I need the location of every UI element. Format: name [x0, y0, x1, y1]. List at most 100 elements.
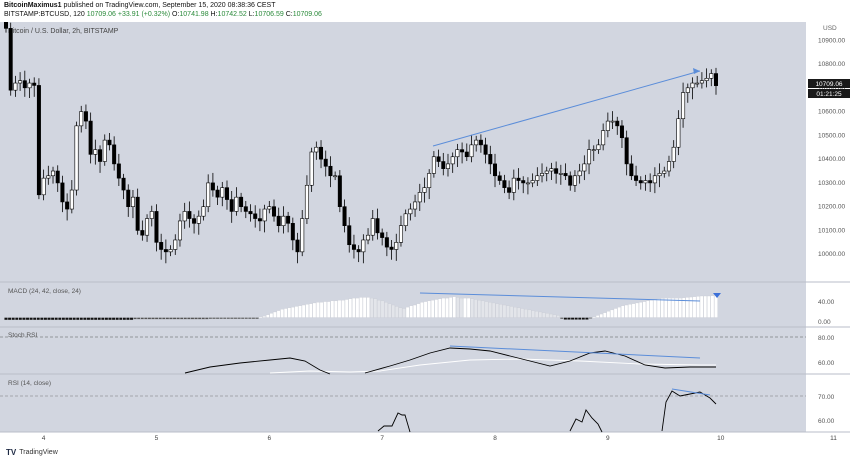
macd-bar — [452, 296, 456, 318]
candle-body — [445, 163, 450, 169]
macd-bar — [681, 297, 686, 318]
macd-bar — [323, 301, 327, 318]
candle-body — [154, 211, 159, 243]
macd-bar — [205, 317, 209, 320]
candle-body — [516, 177, 521, 181]
candle-body — [530, 180, 535, 184]
candle-body — [286, 215, 291, 224]
candlestick-series — [4, 22, 718, 264]
macd-bar — [283, 308, 288, 318]
macd-bar — [219, 317, 223, 320]
price-axis: 10900.00 10800.00 10700.00 10600.00 10500.00… — [818, 37, 845, 258]
candle-body — [605, 120, 610, 131]
macd-bar — [147, 317, 152, 320]
candle-body — [60, 182, 65, 203]
candle-body — [314, 146, 319, 153]
macd-bar — [230, 317, 234, 320]
stoch-trendline[interactable] — [449, 345, 701, 359]
tradingview-brand[interactable]: TV TradingView — [6, 448, 58, 457]
candle-body — [540, 173, 545, 177]
candle-body — [427, 173, 432, 188]
candle-body — [474, 139, 479, 146]
time-tick-label: 5 — [155, 435, 159, 442]
time-tick-label: 6 — [267, 435, 271, 442]
candle-body — [272, 206, 277, 217]
candle-body — [666, 161, 671, 172]
candle-body — [225, 187, 229, 200]
macd-bar — [660, 298, 664, 318]
macd-bar — [395, 306, 399, 318]
macd-bar — [165, 317, 170, 320]
macd-bar — [79, 317, 84, 321]
macd-bar — [599, 313, 604, 318]
macd-bar — [366, 297, 370, 318]
price-tick-label: 10400.00 — [818, 156, 845, 163]
macd-bar — [574, 317, 578, 320]
macd-tick-label: 0.00 — [818, 319, 831, 326]
candle-body — [634, 175, 639, 181]
candle-body — [549, 168, 554, 172]
macd-bar — [43, 317, 48, 321]
candle-body — [98, 149, 103, 162]
candle-body — [121, 177, 126, 191]
macd-bar — [65, 317, 69, 321]
macd-bar — [348, 298, 353, 318]
author-name[interactable]: BitcoinMaximus1 — [4, 2, 62, 9]
rsi-line — [661, 390, 717, 432]
macd-bar — [506, 305, 510, 318]
macd-bar — [692, 296, 697, 318]
published-text: published on TradingView.com, September … — [63, 2, 276, 9]
candle-body — [93, 149, 98, 155]
macd-bar — [32, 317, 37, 321]
candle-body — [309, 151, 314, 186]
candle-body — [46, 175, 51, 179]
open-label: O: — [172, 11, 180, 18]
macd-bar — [226, 317, 231, 320]
macd-bar — [538, 311, 543, 318]
rsi-trendline[interactable] — [671, 388, 711, 396]
stoch-d-line — [269, 358, 716, 374]
macd-bar — [97, 317, 101, 321]
price-tick-label: 10600.00 — [818, 109, 845, 116]
macd-bar — [212, 317, 216, 320]
macd-bar — [710, 295, 715, 318]
macd-bar — [341, 300, 345, 318]
macd-bar — [86, 317, 91, 321]
macd-bar — [50, 317, 55, 321]
candle-body — [22, 80, 27, 89]
macd-bar — [549, 313, 553, 318]
candle-body — [629, 163, 634, 177]
candle-body — [441, 161, 446, 169]
macd-bar — [355, 297, 360, 318]
candle-body — [295, 239, 300, 253]
macd-bar — [129, 317, 134, 321]
stoch-k-line — [184, 357, 331, 375]
macd-bar — [398, 307, 403, 318]
close-label: C: — [285, 11, 293, 18]
macd-bar — [144, 317, 148, 320]
macd-bar — [560, 317, 564, 320]
price-tick-label: 10300.00 — [818, 180, 845, 187]
candle-body — [648, 180, 653, 184]
macd-bar — [552, 314, 557, 318]
macd-trendline[interactable] — [419, 292, 701, 302]
macd-bar — [305, 304, 309, 318]
macd-bar — [592, 316, 596, 318]
macd-bar — [524, 309, 528, 318]
candle-body — [187, 211, 192, 219]
candle-body — [422, 187, 427, 193]
trading-chart[interactable]: Bitcoin / U.S. Dollar, 2h, BITSTAMP USD … — [0, 22, 850, 444]
candle-body — [220, 187, 225, 198]
macd-bar — [714, 295, 718, 318]
candle-body — [27, 82, 32, 89]
candle-body — [464, 151, 469, 158]
publisher-line: BitcoinMaximus1 published on TradingView… — [4, 2, 275, 9]
macd-bar — [25, 317, 30, 321]
candle-body — [370, 218, 375, 236]
price-trendline[interactable] — [432, 70, 701, 147]
macd-bar — [352, 297, 356, 318]
candle-body — [8, 28, 13, 91]
candle-body — [601, 130, 606, 146]
candle-body — [112, 144, 117, 165]
candle-body — [182, 211, 187, 222]
